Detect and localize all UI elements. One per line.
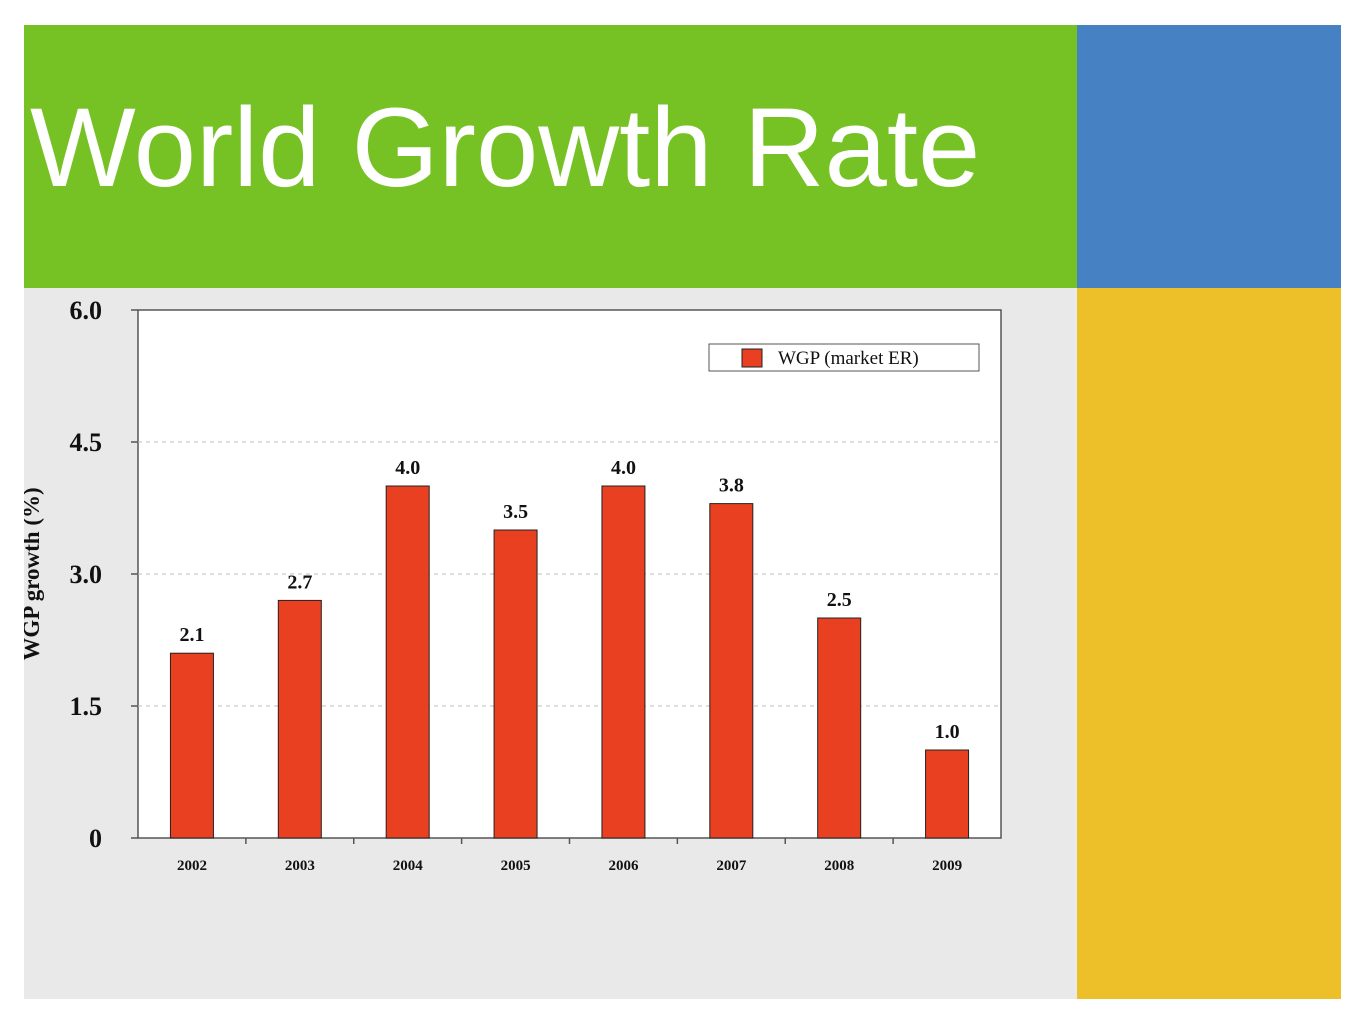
bar xyxy=(277,599,322,839)
legend-label: WGP (market ER) xyxy=(778,348,919,369)
data-label: 2.1 xyxy=(179,624,204,646)
slide-title: World Growth Rate xyxy=(30,85,981,210)
title-band xyxy=(24,25,1077,288)
data-label: 4.0 xyxy=(395,457,420,479)
data-label: 2.7 xyxy=(287,571,312,593)
legend: WGP (market ER) xyxy=(708,343,980,372)
bar xyxy=(709,503,754,839)
y-tick-label: 3.0 xyxy=(70,560,103,589)
bar xyxy=(817,617,862,839)
bar-chart: 2.1 2.7 4.0 3.5 4.0 3.8 2.5 1.0 0 1.5 3.0 4.5 6.0 2… xyxy=(24,296,1002,874)
accent-block-yellow xyxy=(1077,288,1341,999)
y-tick-label: 1.5 xyxy=(70,692,103,721)
x-tick-label: 2005 xyxy=(501,858,531,874)
y-tick-label: 6.0 xyxy=(70,296,103,325)
y-tick-label: 4.5 xyxy=(70,428,103,457)
x-tick-label: 2008 xyxy=(824,858,854,874)
content-area: 2.1 2.7 4.0 3.5 4.0 3.8 2.5 1.0 0 1.5 3.0 4.5 6.0 2… xyxy=(24,288,1077,999)
x-tick-label: 2004 xyxy=(393,858,424,874)
data-label: 3.5 xyxy=(503,501,528,523)
x-tick-label: 2006 xyxy=(608,858,639,874)
bar xyxy=(925,749,970,839)
bar xyxy=(601,485,646,839)
accent-block-blue xyxy=(1077,25,1341,288)
x-tick-label: 2007 xyxy=(716,858,747,874)
data-label: 4.0 xyxy=(611,457,636,479)
x-tick-label: 2002 xyxy=(177,858,207,874)
y-axis-title: WGP growth (%) xyxy=(24,487,44,660)
legend-swatch xyxy=(741,348,763,368)
data-label: 3.8 xyxy=(719,475,744,497)
data-label: 1.0 xyxy=(935,721,960,743)
y-tick-label: 0 xyxy=(89,824,102,853)
bar xyxy=(169,652,214,839)
x-tick-label: 2009 xyxy=(932,858,962,874)
bar xyxy=(493,529,538,839)
bar xyxy=(385,485,430,839)
x-tick-label: 2003 xyxy=(285,858,315,874)
data-label: 2.5 xyxy=(827,589,852,611)
